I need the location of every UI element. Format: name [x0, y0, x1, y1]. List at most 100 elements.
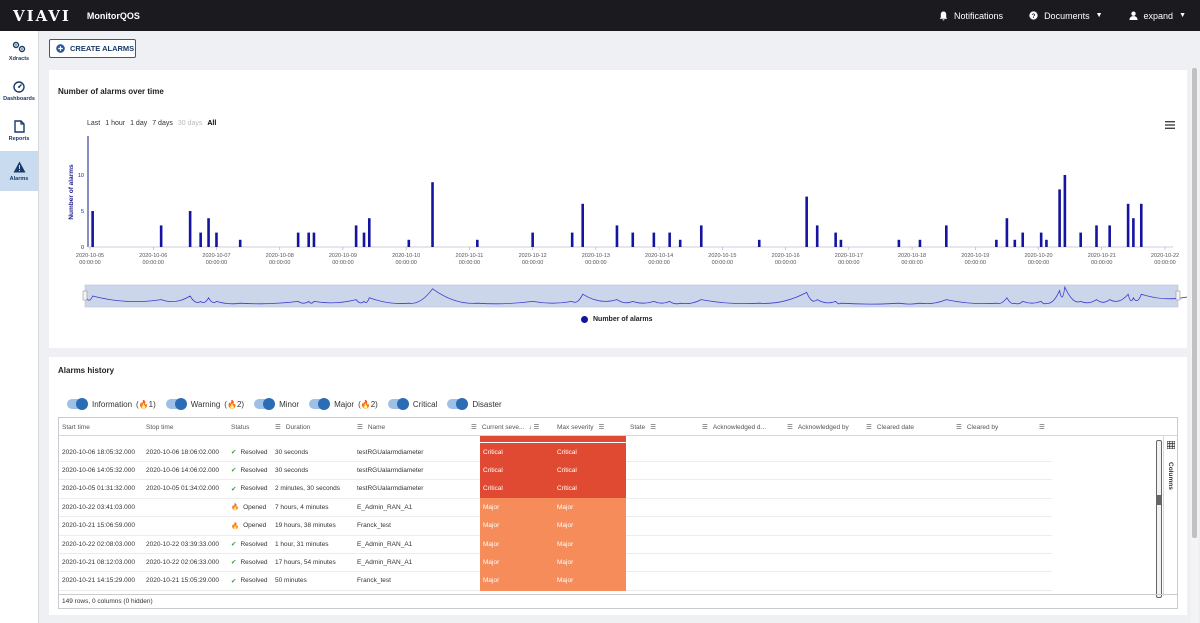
sort-desc-icon[interactable]: ↓ ☰	[528, 424, 540, 431]
sidebar-item-alarms[interactable]: Alarms	[0, 151, 38, 191]
grid-scrollbar-thumb[interactable]	[1157, 495, 1161, 505]
range-7-days[interactable]: 7 days	[152, 120, 173, 127]
columns-side-panel[interactable]: Columns	[1163, 436, 1177, 596]
max-severity-cell: Critical	[557, 466, 577, 474]
table-row[interactable]: 2020-10-21 08:12:03.000 2020-10-22 02:06:…	[59, 553, 1052, 573]
stop-time-cell: 2020-10-06 14:06:02.000	[146, 466, 220, 474]
table-row[interactable]: 2020-10-05 01:31:32.000 2020-10-05 01:34:…	[59, 479, 1052, 499]
toggle-label: Disaster	[472, 399, 502, 409]
column-menu-icon[interactable]: ☰	[650, 424, 657, 431]
table-row[interactable]: 2020-10-21 15:06:59.000 🔥 Opened 19 hours, …	[59, 516, 1052, 536]
table-row[interactable]: 2020-10-22 03:41:03.000 🔥 Opened 7 hours, 4…	[59, 498, 1052, 518]
column-menu-icon[interactable]: ☰	[956, 424, 962, 431]
user-menu[interactable]: expand ▼	[1128, 11, 1186, 21]
sidebar-item-xdracts[interactable]: Xdracts	[0, 31, 38, 71]
table-row[interactable]: 2020-10-06 14:05:32.000 2020-10-06 14:06:…	[59, 461, 1052, 481]
table-row[interactable]: 2020-10-21 14:15:29.000 2020-10-21 15:05:…	[59, 571, 1052, 591]
toggle-switch[interactable]	[309, 398, 331, 410]
column-menu-icon[interactable]: ☰	[787, 424, 793, 431]
severity-toggle-warning[interactable]: Warning (🔥2)	[165, 398, 244, 410]
table-row[interactable]: 2020-10-06 18:05:32.000 2020-10-06 18:06:…	[59, 443, 1052, 462]
page-scrollbar[interactable]	[1191, 68, 1198, 623]
table-row[interactable]: 2020-10-22 02:08:03.000 2020-10-22 03:39:…	[59, 535, 1052, 554]
severity-toggle-major[interactable]: Major (🔥2)	[309, 398, 378, 410]
status-label: Opened	[243, 503, 267, 511]
column-header[interactable]: ☰ Cleared date	[866, 418, 914, 436]
start-time-cell: 2020-10-21 15:06:59.000	[62, 522, 136, 530]
toggle-switch[interactable]	[254, 398, 276, 410]
column-menu-icon[interactable]: ☰	[598, 424, 605, 431]
notifications-button[interactable]: Notifications	[939, 11, 1003, 21]
grid-scrollbar[interactable]	[1156, 440, 1162, 598]
gauge-icon	[13, 80, 25, 93]
column-menu-icon[interactable]: ☰	[471, 424, 477, 431]
range-1-hour[interactable]: 1 hour	[105, 120, 126, 127]
column-menu-icon[interactable]: ☰	[275, 424, 281, 431]
severity-band	[480, 571, 626, 591]
documents-dropdown[interactable]: ? Documents ▼	[1029, 11, 1103, 21]
name-cell: E_Admin_RAN_A1	[357, 558, 413, 566]
status-label: Resolved	[240, 466, 268, 474]
severity-toggle-disaster[interactable]: Disaster	[447, 398, 502, 410]
column-menu-icon[interactable]: ☰	[1039, 424, 1045, 431]
range-all[interactable]: All	[207, 120, 217, 127]
column-header[interactable]: Status	[231, 418, 249, 436]
chart-bar	[188, 211, 192, 247]
chart-bar	[354, 225, 358, 247]
x-tick-label: 2020-10-22	[1151, 253, 1179, 259]
toggle-switch[interactable]	[165, 398, 187, 410]
column-header[interactable]: State ☰	[630, 418, 656, 436]
x-tick-time: 00:00:00	[1028, 260, 1049, 266]
column-header-label: Current seve...	[481, 423, 525, 431]
current-severity-cell: Major	[483, 503, 500, 511]
column-menu-icon[interactable]: ☰	[702, 424, 708, 431]
column-header[interactable]: ☰ Acknowledged d...	[702, 418, 766, 436]
gears-icon	[12, 41, 26, 52]
column-header[interactable]: Stop time	[146, 418, 173, 436]
column-menu-icon[interactable]: ☰	[357, 424, 363, 431]
warning-triangle-icon	[13, 161, 25, 172]
column-header[interactable]: ☰ Current seve... ↓ ☰	[471, 418, 539, 436]
hamburger-menu-icon[interactable]	[1165, 121, 1175, 129]
page-scrollbar-thumb[interactable]	[1192, 68, 1197, 538]
status-label: Opened	[243, 522, 267, 530]
current-severity-cell: Critical	[483, 448, 503, 456]
column-menu-icon[interactable]: ☰	[866, 424, 872, 431]
check-icon: ✔	[231, 485, 237, 493]
severity-toggle-information[interactable]: Information (🔥1)	[67, 398, 156, 410]
y-tick-label: 0	[81, 245, 84, 251]
create-alarms-button[interactable]: CREATE ALARMS	[49, 39, 136, 58]
chart-title: Number of alarms over time	[58, 87, 164, 96]
range-1-day[interactable]: 1 day	[130, 120, 148, 127]
column-header-label: Cleared by	[966, 423, 999, 431]
severity-toggle-minor[interactable]: Minor	[254, 398, 299, 410]
sidebar-item-reports[interactable]: Reports	[0, 111, 38, 151]
chart-bar	[367, 218, 371, 247]
toggle-switch[interactable]	[447, 398, 469, 410]
duration-cell: 1 hour, 31 minutes	[275, 540, 329, 548]
column-header[interactable]: ☰ Duration	[275, 418, 310, 436]
column-header[interactable]: Start time	[62, 418, 90, 436]
severity-toggle-critical[interactable]: Critical	[387, 398, 437, 410]
alarms-history-panel: Alarms history Information (🔥1) Warning (🔥2…	[49, 357, 1187, 615]
toggle-switch[interactable]	[387, 398, 409, 410]
sidebar-item-dashboards[interactable]: Dashboards	[0, 71, 38, 111]
svg-text:?: ?	[1032, 13, 1036, 20]
toggle-label: Major	[334, 399, 355, 409]
toggle-label: Warning	[190, 399, 221, 409]
grid-icon	[1167, 441, 1175, 449]
column-header[interactable]: ☰ Acknowledged by	[787, 418, 849, 436]
x-tick-label: 2020-10-13	[582, 253, 610, 259]
severity-toggles: Information (🔥1) Warning (🔥2) Minor Major (🔥2)…	[67, 398, 512, 410]
chart-bar	[362, 232, 366, 247]
column-header[interactable]: ☰ Name	[357, 418, 385, 436]
column-header[interactable]: ☰ Cleared by	[956, 418, 998, 436]
toggle-switch[interactable]	[67, 398, 88, 410]
viavi-logo[interactable]: VIAVI	[13, 6, 71, 25]
flame-icon: 🔥	[231, 504, 240, 512]
chart-bar	[1139, 203, 1143, 247]
chart-legend[interactable]: Number of alarms	[581, 316, 653, 323]
chart-bar	[296, 232, 300, 247]
column-header[interactable]: Max severity ☰	[557, 418, 604, 436]
navigator-handle-left	[82, 290, 88, 301]
